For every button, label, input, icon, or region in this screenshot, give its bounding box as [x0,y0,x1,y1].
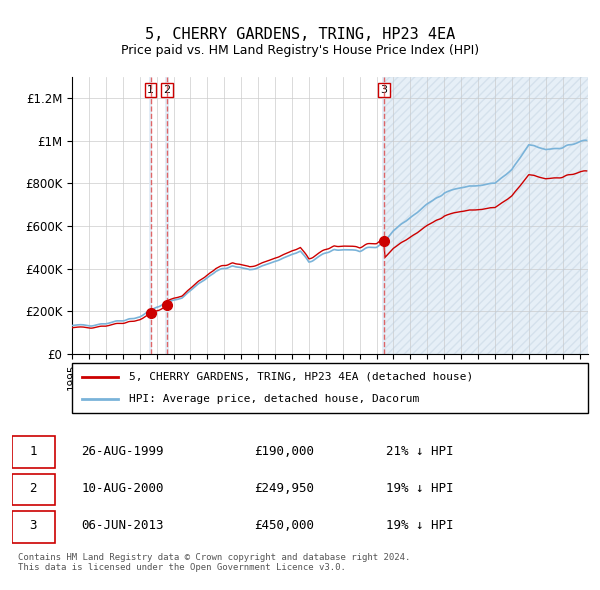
Bar [382,77,385,354]
Text: £190,000: £190,000 [254,444,314,458]
Bar [165,77,169,354]
Text: 5, CHERRY GARDENS, TRING, HP23 4EA: 5, CHERRY GARDENS, TRING, HP23 4EA [145,27,455,41]
Bar [384,77,600,354]
Text: £249,950: £249,950 [254,481,314,495]
Text: 21% ↓ HPI: 21% ↓ HPI [386,444,454,458]
Text: 19% ↓ HPI: 19% ↓ HPI [386,519,454,532]
Text: Price paid vs. HM Land Registry's House Price Index (HPI): Price paid vs. HM Land Registry's House … [121,44,479,57]
Text: 26-AUG-1999: 26-AUG-1999 [81,444,164,458]
Text: 3: 3 [29,519,37,532]
FancyBboxPatch shape [12,511,55,543]
Text: 1: 1 [29,444,37,458]
FancyBboxPatch shape [12,474,55,506]
Text: 06-JUN-2013: 06-JUN-2013 [81,519,164,532]
Text: 19% ↓ HPI: 19% ↓ HPI [386,481,454,495]
Text: 5, CHERRY GARDENS, TRING, HP23 4EA (detached house): 5, CHERRY GARDENS, TRING, HP23 4EA (deta… [129,372,473,382]
Text: 10-AUG-2000: 10-AUG-2000 [81,481,164,495]
Text: 2: 2 [163,85,170,95]
Text: HPI: Average price, detached house, Dacorum: HPI: Average price, detached house, Daco… [129,394,419,404]
Text: 3: 3 [380,85,387,95]
Text: Contains HM Land Registry data © Crown copyright and database right 2024.
This d: Contains HM Land Registry data © Crown c… [18,553,410,572]
Bar [149,77,152,354]
Text: 2: 2 [29,481,37,495]
FancyBboxPatch shape [72,363,588,413]
Text: 1: 1 [147,85,154,95]
FancyBboxPatch shape [12,437,55,468]
Bar [384,77,600,354]
Text: £450,000: £450,000 [254,519,314,532]
